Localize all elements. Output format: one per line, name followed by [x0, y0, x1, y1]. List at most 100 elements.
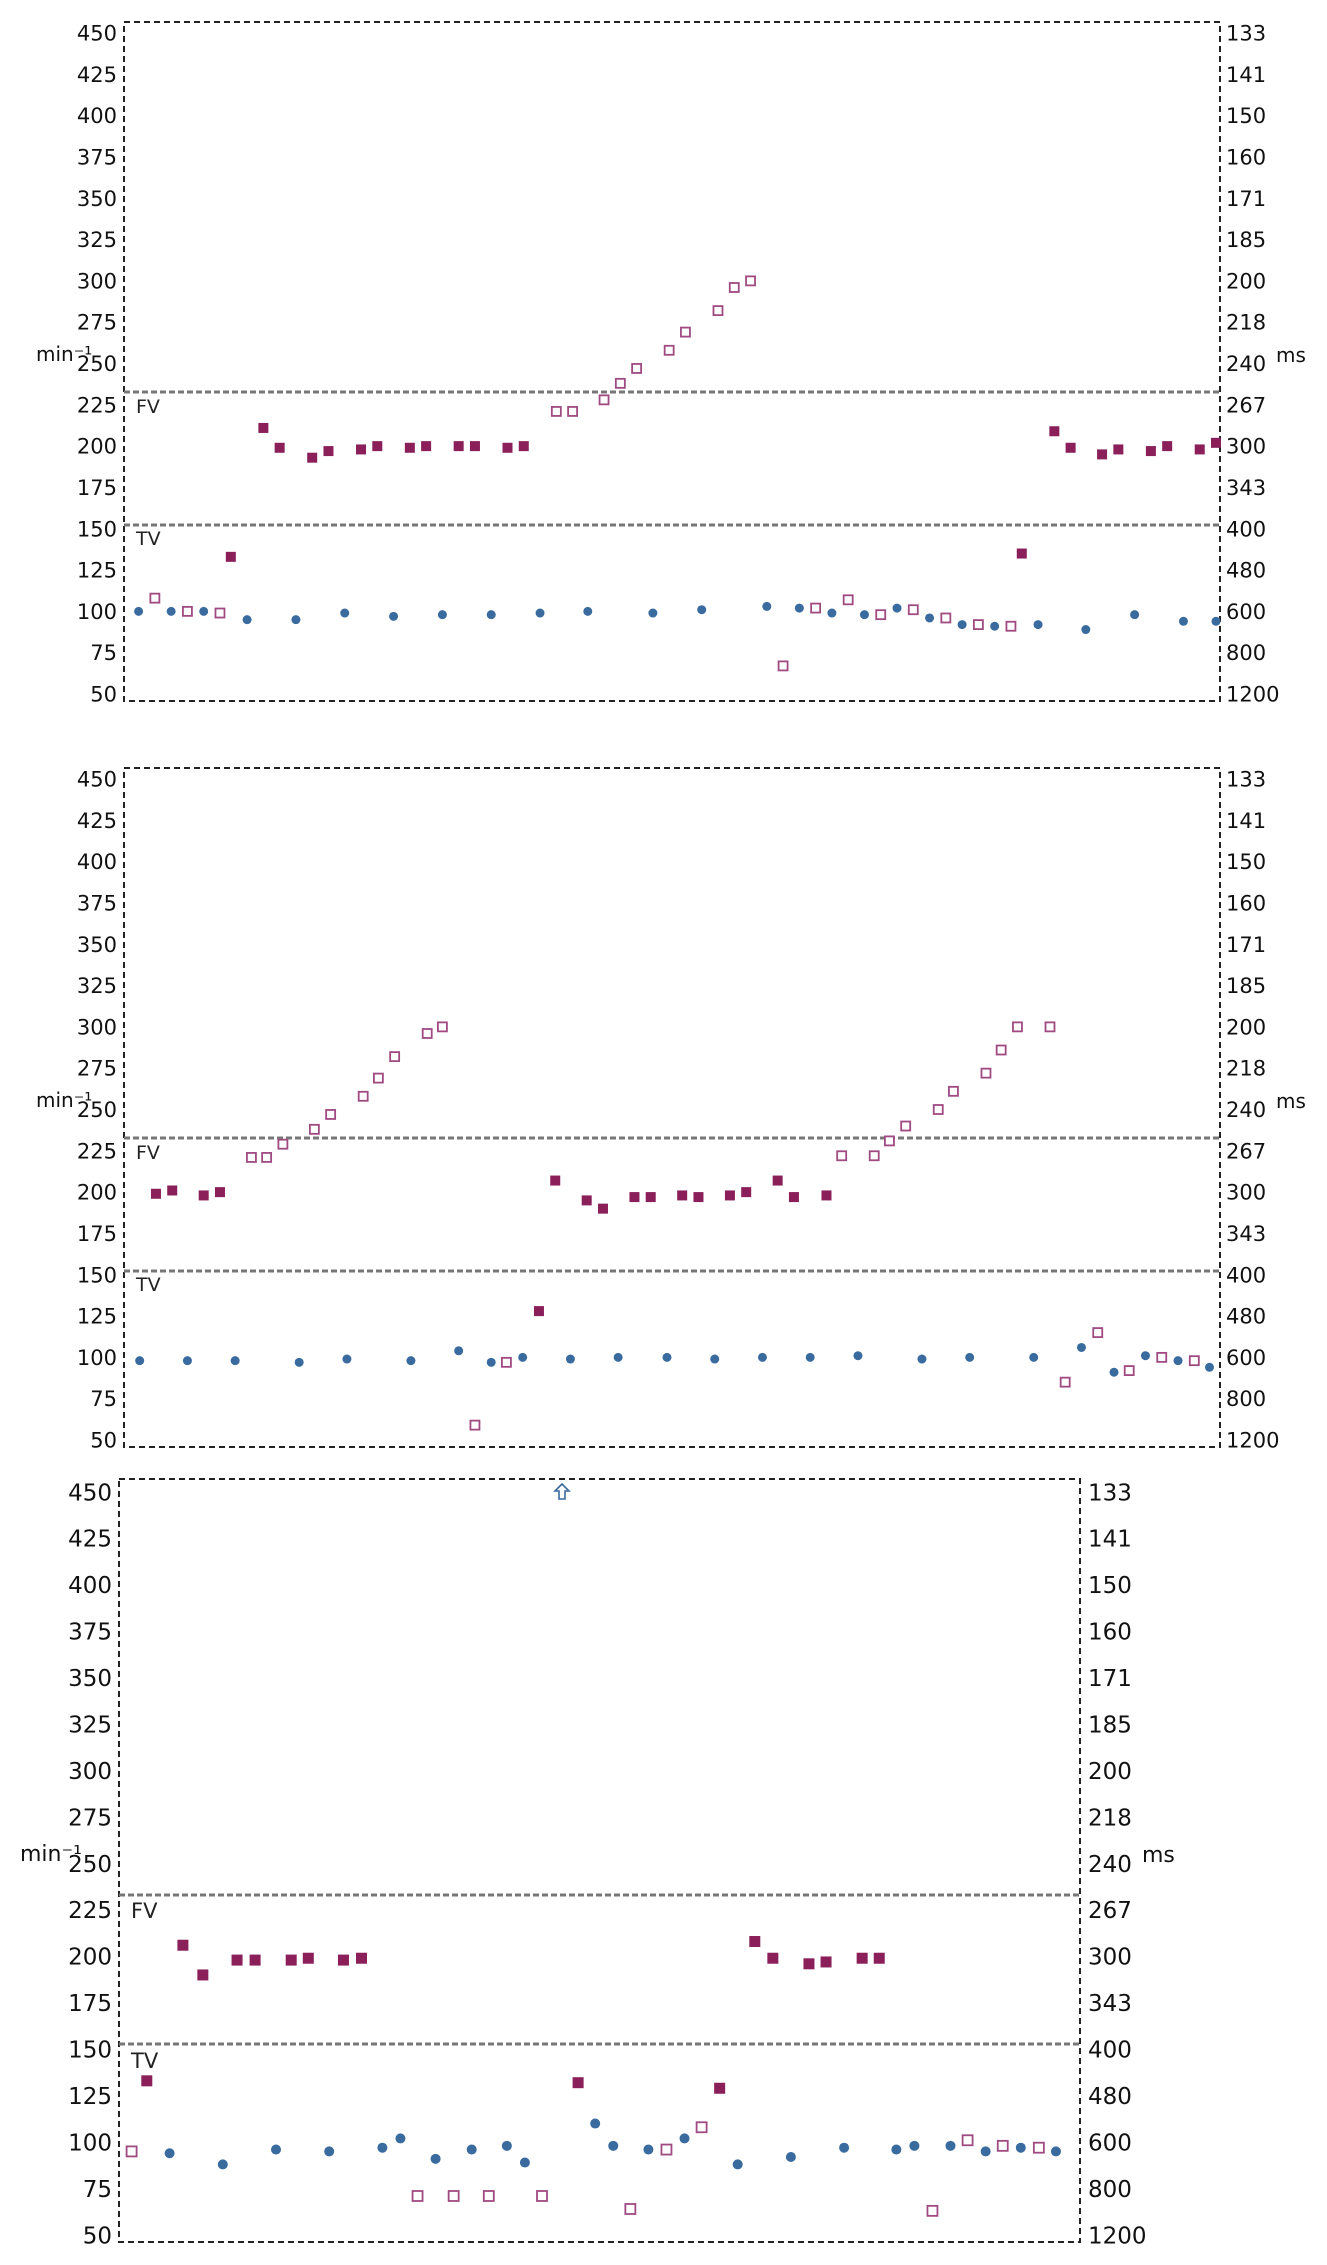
- data-point-open-square: [149, 592, 161, 604]
- data-point-filled-square: [197, 1969, 209, 1981]
- chart-1-left-tick: 275: [77, 311, 117, 335]
- data-point-filled-square: [873, 1952, 885, 1964]
- data-point-dot: [466, 2144, 477, 2155]
- chart-3-left-axis-label: min⁻¹: [20, 1842, 82, 1867]
- chart-1-right-tick: 343: [1226, 476, 1266, 500]
- data-point-open-square: [447, 2190, 460, 2202]
- chart-3-left-tick: 350: [68, 1666, 112, 1692]
- chart-panel-2: FV TV min⁻¹ ms 450 425 400 375 350 325 300 275 2…: [36, 767, 1306, 1453]
- data-point-filled-square: [714, 2082, 726, 2094]
- data-point-dot: [1081, 625, 1091, 635]
- data-point-filled-square: [788, 1192, 799, 1203]
- chart-3-right-tick: 160: [1088, 1620, 1132, 1646]
- data-point-dot: [519, 2157, 530, 2168]
- data-point-dot: [486, 1357, 496, 1367]
- chart-panel-3: FV TV min⁻¹ ms 450 425 400 375 350 325 300 275 2…: [20, 1478, 1175, 2249]
- data-point-open-square: [663, 344, 675, 356]
- chart-3-right-tick: 800: [1088, 2177, 1132, 2203]
- data-point-filled-square: [1097, 449, 1108, 460]
- data-point-dot: [697, 605, 707, 615]
- data-point-filled-square: [214, 1187, 225, 1198]
- chart-3-left-tick: 225: [68, 1898, 112, 1924]
- data-point-dot: [710, 1354, 720, 1364]
- data-point-open-square: [550, 406, 562, 417]
- chart-1-left-tick: 125: [77, 559, 117, 583]
- data-point-open-square: [948, 1085, 959, 1097]
- chart-2-left-tick: 175: [77, 1222, 117, 1246]
- data-point-open-square: [1059, 1376, 1071, 1388]
- chart-2-left-tick: 150: [77, 1263, 117, 1287]
- chart-1-tv-label: TV: [135, 528, 161, 550]
- data-point-open-square: [614, 377, 626, 389]
- data-point-dot: [518, 1352, 528, 1362]
- chart-3-right-ticks: 133 141 150 160 171 185 200 218 240 267 300 343 400 4…: [1088, 1480, 1147, 2249]
- data-point-dot: [294, 1357, 304, 1367]
- data-point-open-square: [995, 1044, 1007, 1056]
- chart-2-left-tick: 325: [77, 974, 117, 998]
- chart-3-right-tick: 133: [1088, 1480, 1132, 1506]
- data-point-open-square: [712, 305, 724, 317]
- chart-2-left-tick: 375: [77, 891, 117, 915]
- data-point-open-square: [695, 2121, 708, 2134]
- data-point-open-square: [261, 1152, 273, 1163]
- data-point-open-square: [836, 1150, 848, 1162]
- data-point-open-square: [357, 1090, 369, 1102]
- chart-3-right-tick: 141: [1088, 1527, 1132, 1553]
- data-point-open-square: [907, 604, 919, 616]
- chart-2-left-tick: 450: [77, 768, 117, 792]
- data-point-dot: [406, 1356, 416, 1366]
- chart-3-left-tick: 125: [68, 2084, 112, 2110]
- chart-3-left-tick: 450: [68, 1480, 112, 1506]
- data-point-dot: [648, 608, 658, 618]
- chart-1-left-tick: 50: [90, 683, 117, 707]
- chart-1-right-tick: 600: [1226, 600, 1266, 624]
- data-point-filled-square: [1162, 441, 1173, 452]
- chart-1-right-tick: 200: [1226, 269, 1266, 293]
- chart-1-right-tick: 800: [1226, 641, 1266, 665]
- data-point-dot: [945, 2140, 956, 2151]
- data-point-dot: [590, 2118, 601, 2129]
- chart-2-left-axis-label: min⁻¹: [36, 1088, 92, 1112]
- data-point-dot: [608, 2140, 619, 2151]
- chart-2-right-tick: 343: [1226, 1222, 1266, 1246]
- chart-2-frame: [123, 767, 1221, 1448]
- data-point-open-square: [1123, 1365, 1135, 1376]
- chart-3-left-tick: 75: [83, 2177, 112, 2203]
- data-point-dot: [909, 2140, 920, 2151]
- chart-1-left-tick: 300: [77, 269, 117, 293]
- chart-3-left-tick: 150: [68, 2038, 112, 2064]
- data-point-dot: [291, 615, 301, 625]
- chart-1-right-tick: 267: [1226, 393, 1266, 417]
- up-arrow-icon: [553, 1482, 571, 1500]
- chart-1-frame: [123, 21, 1221, 702]
- chart-3-right-tick: 218: [1088, 1805, 1132, 1831]
- chart-3-left-tick: 400: [68, 1573, 112, 1599]
- chart-2-right-tick: 133: [1226, 768, 1266, 792]
- chart-3-left-tick: 50: [83, 2223, 112, 2249]
- chart-3-left-tick: 250: [68, 1852, 112, 1878]
- data-point-filled-square: [356, 444, 367, 455]
- chart-3-tv-label: TV: [130, 2049, 159, 2073]
- chart-2-right-tick: 1200: [1226, 1429, 1279, 1453]
- chart-1-left-tick: 225: [77, 393, 117, 417]
- data-point-filled-square: [645, 1192, 656, 1203]
- chart-3-left-tick: 100: [68, 2130, 112, 2156]
- data-point-open-square: [1032, 2141, 1045, 2154]
- chart-1-right-axis-label: ms: [1276, 343, 1306, 367]
- data-point-open-square: [567, 406, 578, 417]
- chart-2-marks: [135, 1021, 1214, 1431]
- data-point-filled-square: [518, 441, 529, 452]
- data-point-filled-square: [597, 1203, 608, 1214]
- chart-2-fv-label: FV: [136, 1142, 160, 1164]
- data-point-dot: [805, 1352, 815, 1362]
- data-point-dot: [230, 1356, 240, 1366]
- chart-3-left-tick: 275: [68, 1805, 112, 1831]
- data-point-filled-square: [724, 1190, 735, 1201]
- data-point-dot: [1076, 1342, 1086, 1352]
- data-point-dot: [1029, 1352, 1039, 1362]
- data-point-open-square: [125, 2145, 138, 2158]
- data-point-dot: [430, 2153, 441, 2164]
- data-point-filled-square: [820, 1956, 832, 1968]
- chart-3-right-tick: 171: [1088, 1666, 1132, 1692]
